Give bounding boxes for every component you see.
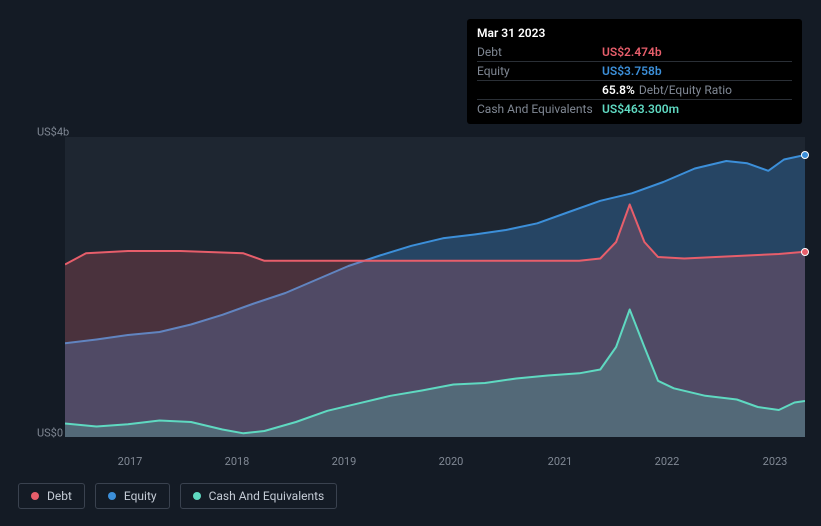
legend-label: Debt [47,489,72,503]
series-end-dot [801,248,809,256]
tooltip-label: Debt [477,44,602,60]
legend-label: Cash And Equivalents [209,489,325,503]
tooltip-label: Equity [477,63,602,79]
x-axis-label: 2019 [332,455,357,468]
tooltip-value: 65.8%Debt/Equity Ratio [602,82,732,98]
chart-legend: Debt Equity Cash And Equivalents [18,483,337,509]
tooltip-label [477,82,602,98]
chart-tooltip: Mar 31 2023 DebtUS$2.474bEquityUS$3.758b… [467,19,802,124]
x-axis-label: 2017 [118,455,143,468]
x-axis-label: 2018 [225,455,250,468]
tooltip-row: 65.8%Debt/Equity Ratio [477,80,792,99]
tooltip-row: Cash And EquivalentsUS$463.300m [477,99,792,118]
legend-item[interactable]: Equity [95,483,170,509]
tooltip-row: DebtUS$2.474b [477,43,792,61]
chart-svg [65,137,805,437]
tooltip-title: Mar 31 2023 [477,25,792,43]
tooltip-value: US$2.474b [602,44,662,60]
y-axis-label: US$0 [37,427,63,440]
chart-area: US$4bUS$02017201820192020202120222023 [15,122,805,442]
x-axis-label: 2022 [655,455,680,468]
legend-item[interactable]: Cash And Equivalents [180,483,338,509]
legend-item[interactable]: Debt [18,483,85,509]
tooltip-rows: DebtUS$2.474bEquityUS$3.758b65.8%Debt/Eq… [477,43,792,118]
legend-dot-icon [108,492,116,500]
legend-label: Equity [124,489,157,503]
y-axis-label: US$4b [37,126,69,139]
tooltip-label: Cash And Equivalents [477,101,602,117]
tooltip-row: EquityUS$3.758b [477,61,792,80]
chart-plot[interactable] [65,137,805,437]
tooltip-value: US$463.300m [602,101,679,117]
x-axis-label: 2020 [439,455,464,468]
series-end-dot [801,151,809,159]
tooltip-value: US$3.758b [602,63,662,79]
legend-dot-icon [31,492,39,500]
legend-dot-icon [193,492,201,500]
tooltip-sublabel: Debt/Equity Ratio [639,83,732,97]
x-axis-label: 2023 [763,455,788,468]
x-axis-label: 2021 [548,455,573,468]
